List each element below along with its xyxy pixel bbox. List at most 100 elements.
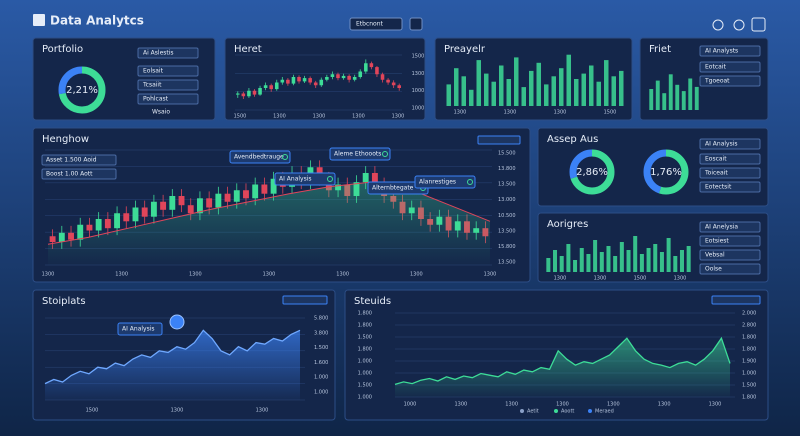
bar [484, 73, 489, 106]
axis-label: 1.500 [358, 335, 372, 341]
legend-box [41, 168, 117, 180]
menu-item[interactable] [699, 235, 761, 247]
axis-label: 13.000 [498, 197, 516, 203]
donut-arc-blue [58, 66, 106, 114]
bar [559, 256, 564, 272]
dropdown[interactable] [711, 295, 761, 305]
menu-item-label: Eolsait [143, 68, 164, 75]
icon-button[interactable] [409, 17, 423, 31]
annotation-box [414, 175, 476, 189]
bar [514, 57, 519, 106]
candle-body [247, 90, 251, 97]
candle-body [369, 63, 374, 68]
legend-label: Asset 1.500 Aoid [46, 157, 97, 164]
candle-body [261, 184, 268, 194]
bar [681, 91, 686, 110]
axis-label: 1.500 [314, 345, 328, 351]
bar [606, 246, 611, 272]
bar [673, 256, 678, 272]
bar [566, 54, 571, 106]
candle-body [206, 198, 213, 208]
menu-item[interactable] [699, 221, 761, 233]
candle-body [380, 74, 385, 80]
line [44, 329, 301, 385]
axis-label: 1.800 [742, 395, 756, 401]
axis-label: 1.500 [358, 383, 372, 389]
search-button[interactable] [751, 17, 766, 32]
annotation-label: Alternbtegate [372, 185, 414, 192]
bar [574, 79, 579, 106]
menu-item[interactable] [699, 153, 761, 165]
dropdown[interactable] [349, 17, 403, 31]
bar [662, 93, 667, 110]
bar [686, 246, 691, 272]
dropdown[interactable] [477, 135, 521, 145]
axis-label: 1300 [556, 402, 569, 408]
axis-label: 2.000 [742, 311, 756, 317]
candle-body [263, 85, 268, 88]
axis-label: 1.000 [314, 390, 328, 396]
bar [476, 60, 481, 106]
donut-label: 1,76% [650, 167, 682, 178]
donut-label: 2,21% [66, 85, 98, 96]
logo [33, 14, 45, 26]
candle-body [371, 173, 378, 185]
bar [446, 84, 451, 106]
donut-arc-blue [643, 149, 689, 195]
menu-item[interactable] [699, 181, 761, 193]
axis-label: 1.800 [742, 347, 756, 353]
bar [649, 89, 654, 110]
candle-body [49, 236, 56, 242]
candle-body [358, 71, 363, 77]
annotation-label: AI Analysis [122, 326, 155, 333]
axis-label: 1300 [313, 114, 326, 120]
bar [619, 70, 624, 106]
annotation-box [117, 322, 163, 336]
line [394, 336, 731, 386]
menu-item[interactable] [137, 47, 199, 59]
axis-label: 1300 [484, 272, 497, 278]
axis-label: 1300 [454, 110, 467, 116]
menu-item[interactable] [699, 61, 761, 73]
menu-item[interactable] [137, 79, 199, 91]
panel-title: Stoiplats [42, 296, 86, 307]
candle-body [169, 196, 176, 210]
axis-label: 1.900 [742, 359, 756, 365]
menu-item[interactable] [699, 167, 761, 179]
candle-body [364, 63, 368, 72]
legend-dot [554, 409, 558, 413]
axis-label: 1300 [42, 272, 55, 278]
panel-title: Portfolio [42, 44, 83, 55]
axis-label: 1300 [554, 276, 567, 282]
axis-label: 1300 [607, 402, 620, 408]
axis-label: 1300 [336, 272, 349, 278]
icon[interactable] [712, 19, 724, 31]
menu-item[interactable] [137, 93, 199, 105]
axis-label: 1.000 [742, 371, 756, 377]
menu-item[interactable] [699, 45, 761, 57]
menu-item[interactable] [699, 138, 761, 150]
bar [553, 250, 558, 272]
axis-label: 1000 [412, 106, 425, 112]
axis-label: 1300 [504, 110, 517, 116]
menu-item[interactable] [699, 263, 761, 275]
dropdown[interactable] [282, 295, 328, 305]
menu-item[interactable] [699, 249, 761, 261]
axis-label: 1.800 [358, 311, 372, 317]
candle-body [95, 219, 102, 231]
menu-item-label: Toiceait [704, 170, 728, 177]
panel-title: Henghow [42, 134, 89, 145]
legend-label: Aoott [561, 409, 574, 415]
axis-label: 10.500 [498, 213, 516, 219]
candle-body [308, 78, 312, 83]
axis-label: 1500 [234, 114, 247, 120]
candle-body [391, 82, 396, 86]
axis-label: 1300 [709, 402, 722, 408]
bar [633, 236, 638, 272]
menu-item[interactable] [137, 65, 199, 77]
icon[interactable] [733, 19, 745, 31]
footer-label: Wsaio [152, 109, 170, 116]
legend-label: Meraed [595, 409, 614, 415]
candle-body [150, 201, 157, 217]
menu-item[interactable] [699, 75, 761, 87]
